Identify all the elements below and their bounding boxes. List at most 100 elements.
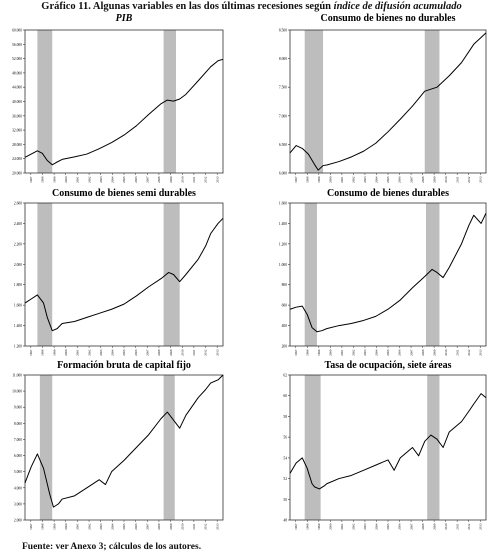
x-tick-label: 2013 (478, 523, 482, 530)
x-tick-label: 2008 (421, 523, 425, 530)
y-tick-label: 52.000 (12, 57, 22, 61)
x-tick-label: 2012 (204, 176, 208, 183)
x-tick-label: 2009 (432, 176, 436, 183)
y-tick-label: 9.000 (14, 406, 22, 410)
y-tick-label: 200 (282, 345, 288, 349)
series-line (289, 393, 487, 490)
x-tick-label: 2003 (99, 523, 103, 530)
x-tick-label: 2003 (363, 349, 367, 356)
y-tick-label: 4.000 (14, 486, 22, 490)
recession-band-2 (424, 30, 440, 173)
x-tick-label: 2004 (375, 349, 379, 356)
recession-band-2 (163, 375, 175, 520)
recession-band-2 (163, 203, 180, 346)
x-tick-label: 2000 (329, 176, 333, 183)
x-tick-label: 2005 (122, 523, 126, 530)
y-tick-label: 10.000 (12, 390, 22, 394)
x-tick-label: 2011 (455, 523, 459, 530)
x-tick-label: 1998 (305, 523, 309, 530)
plot-frame (24, 202, 224, 347)
x-tick-label: 2010 (444, 523, 448, 530)
y-tick-label: 20.000 (12, 172, 22, 176)
x-tick-label: 2002 (352, 523, 356, 530)
x-tick-label: 1998 (41, 349, 45, 356)
x-tick-label: 2000 (64, 176, 68, 183)
x-tick-label: 1997 (294, 176, 298, 183)
x-tick-label: 2008 (421, 349, 425, 356)
x-tick-label: 2008 (157, 349, 161, 356)
x-tick-label: 2010 (180, 523, 184, 530)
y-tick-label: 5.000 (14, 470, 22, 474)
y-tick-label: 8.000 (14, 422, 22, 426)
y-tick-label: 600 (282, 304, 288, 308)
figure-title-bold: Gráfico 11. Algunas variables en las dos… (41, 1, 332, 12)
x-tick-label: 1997 (294, 349, 298, 356)
y-tick-label: 28.000 (12, 143, 22, 147)
y-tick-label: 6.000 (279, 172, 287, 176)
x-tick-label: 2011 (455, 176, 459, 183)
x-tick-label: 1999 (52, 523, 56, 530)
y-tick-label: 62 (283, 374, 287, 378)
x-tick-label: 2012 (204, 523, 208, 530)
recession-band-1 (37, 203, 53, 346)
y-tick-label: 44.000 (12, 86, 22, 90)
x-tick-label: 2012 (467, 176, 471, 183)
y-tick-label: 3.000 (14, 502, 22, 506)
y-tick-label: 1.600 (14, 304, 22, 308)
y-tick-label: 800 (282, 283, 288, 287)
chart-title: Tasa de ocupación, siete áreas (325, 360, 452, 371)
x-tick-label: 2008 (157, 523, 161, 530)
x-tick-label: 2010 (444, 349, 448, 356)
x-tick-label: 1999 (317, 349, 321, 356)
x-tick-label: 2003 (363, 176, 367, 183)
x-tick-label: 2001 (76, 349, 80, 356)
plot-frame (24, 374, 224, 521)
y-tick-label: 11.000 (12, 374, 22, 378)
x-tick-label: 2004 (375, 176, 379, 183)
x-tick-label: 2007 (409, 523, 413, 530)
x-tick-label: 2008 (157, 176, 161, 183)
x-tick-label: 2007 (145, 523, 149, 530)
x-tick-label: 1999 (52, 176, 56, 183)
y-tick-label: 56 (283, 436, 287, 440)
x-tick-label: 2003 (363, 523, 367, 530)
x-tick-label: 1999 (317, 176, 321, 183)
y-tick-label: 58 (283, 415, 287, 419)
x-tick-label: 2005 (386, 349, 390, 356)
y-tick-label: 8.500 (279, 29, 287, 33)
x-tick-label: 2011 (192, 349, 196, 356)
chart-panel-5: Formación bruta de capital fijo 2.000 3.00… (12, 360, 224, 530)
x-tick-label: 1997 (29, 523, 33, 530)
x-tick-label: 1997 (29, 349, 33, 356)
x-tick-label: 2009 (169, 349, 173, 356)
x-tick-label: 2010 (444, 176, 448, 183)
x-tick-label: 2008 (421, 176, 425, 183)
y-tick-label: 1.400 (279, 222, 287, 226)
y-tick-label: 2.000 (14, 263, 22, 267)
x-tick-label: 2013 (215, 176, 219, 183)
y-tick-label: 8.000 (279, 57, 287, 61)
x-tick-label: 2009 (432, 349, 436, 356)
y-tick-label: 1.400 (14, 324, 22, 328)
x-tick-label: 2007 (409, 176, 413, 183)
x-tick-label: 2001 (76, 523, 80, 530)
x-tick-label: 2005 (122, 349, 126, 356)
x-tick-label: 2007 (409, 349, 413, 356)
x-tick-label: 2012 (467, 349, 471, 356)
series-line (24, 374, 224, 508)
x-tick-label: 2005 (122, 176, 126, 183)
x-tick-label: 2004 (111, 523, 115, 530)
y-tick-label: 32.000 (12, 129, 22, 133)
x-tick-label: 2002 (87, 349, 91, 356)
x-tick-label: 2000 (329, 523, 333, 530)
y-tick-label: 24.000 (12, 157, 22, 161)
x-tick-label: 2012 (467, 523, 471, 530)
x-tick-label: 2009 (169, 523, 173, 530)
y-tick-label: 2.000 (14, 519, 22, 523)
x-tick-label: 2007 (145, 349, 149, 356)
chart-panel-3: Consumo de bienes semi durables 1.200 1.40… (14, 188, 224, 356)
y-tick-label: 7.000 (14, 438, 22, 442)
y-tick-label: 48.000 (12, 71, 22, 75)
x-tick-label: 2004 (111, 349, 115, 356)
